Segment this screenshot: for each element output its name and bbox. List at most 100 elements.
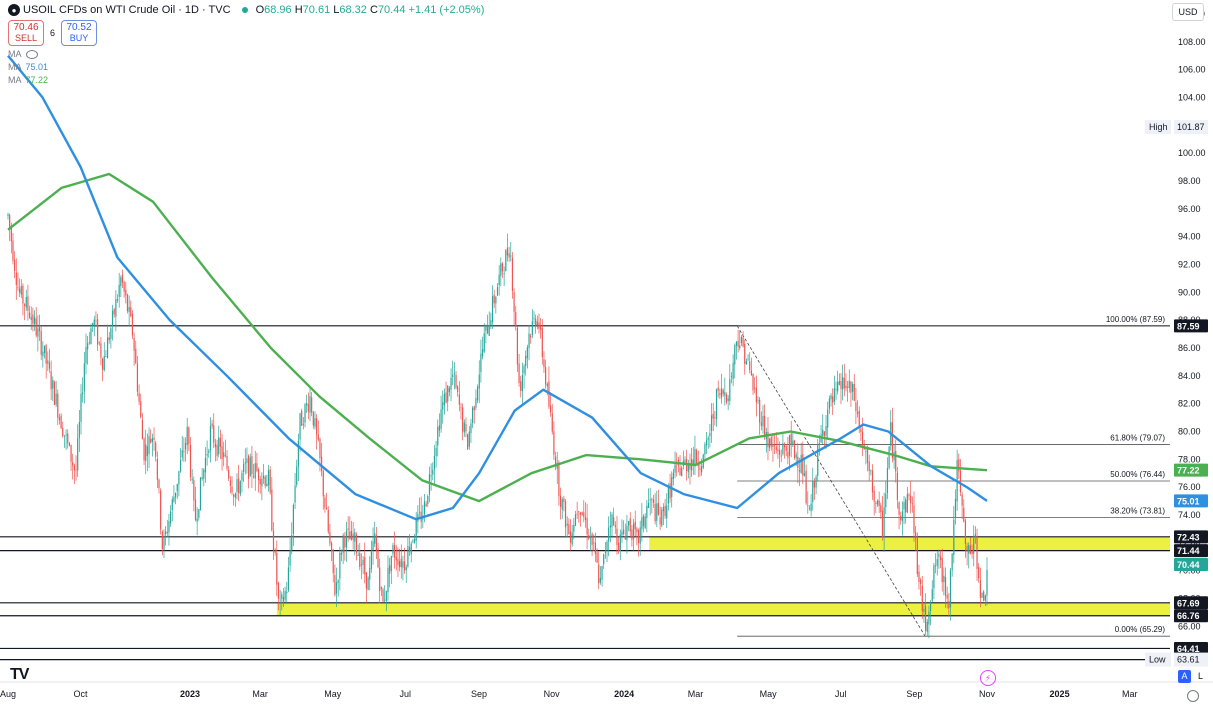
candle-body-340 [571,532,573,545]
lightning-icon[interactable]: ⚡ [980,670,996,686]
candle-body-335 [563,498,565,502]
candle-body-478 [800,455,802,473]
candle-body-253 [427,496,429,505]
candle-body-0 [7,214,9,216]
candle-body-325 [546,383,548,387]
candle-body-492 [823,431,825,436]
candle-body-141 [241,473,243,481]
candle-body-543 [908,494,910,496]
auto-scale-button[interactable]: A [1178,670,1191,683]
candle-body-529 [885,493,887,507]
candle-body-175 [297,440,299,467]
ohlc-values: O68.96 H70.61 L68.32 C70.44 +1.41 (+2.05… [255,4,485,16]
candle-body-380 [637,530,640,544]
tradingview-logo[interactable]: TV [10,666,29,683]
candle-body-392 [657,502,660,515]
candle-body-61 [108,337,110,341]
candle-body-514 [860,428,862,433]
candle-body-304 [511,257,514,291]
eye-icon[interactable] [25,49,38,59]
candle-body-2 [10,226,12,242]
candle-body-416 [697,463,699,467]
candle-body-560 [936,559,938,566]
trade-buttons: 70.46 SELL 6 70.52 BUY [8,20,484,46]
candle-body-202 [342,535,344,553]
candle-body-105 [181,450,183,458]
candle-body-252 [425,503,427,507]
x-tick-label-12: Sep [906,689,922,699]
candle-body-496 [830,395,832,400]
candle-body-186 [316,418,318,435]
candle-body-453 [759,399,761,423]
candle-body-160 [272,530,275,551]
indicator-ma-2[interactable]: MA 75.01 [8,62,49,72]
candle-body-545 [911,503,913,505]
candle-body-153 [261,478,263,487]
candle-body-523 [875,503,877,504]
candle-body-40 [73,465,75,471]
candle-body-393 [659,517,661,525]
candle-body-297 [500,263,502,276]
candle-body-401 [672,472,674,479]
candle-body-512 [856,411,859,414]
candle-body-533 [891,422,894,459]
candle-body-206 [349,531,351,540]
candle-body-562 [939,556,942,560]
candle-body-318 [535,318,537,326]
candle-body-92 [160,490,162,530]
candle-body-161 [274,550,276,553]
candle-body-178 [302,424,304,425]
candle-body-431 [722,389,724,395]
candle-body-199 [337,580,339,583]
candle-body-87 [151,438,153,443]
candle-body-36 [67,433,69,444]
symbol-name[interactable]: USOIL [23,4,57,16]
candle-body-56 [100,343,102,358]
candle-body-503 [842,376,844,390]
candle-body-558 [933,565,935,589]
candle-body-173 [294,485,296,503]
candle-body-303 [510,255,512,257]
extreme-value-1: 63.61 [1177,655,1200,665]
x-tick-label-11: Jul [835,689,847,699]
x-tick-label-0: Aug [0,689,16,699]
y-tick-label-16: 78.00 [1178,454,1201,464]
candle-body-360 [604,551,606,553]
candle-body-451 [755,387,757,403]
settings-icon[interactable] [1187,690,1199,702]
sell-button[interactable]: 70.46 SELL [8,20,44,46]
candle-body-410 [687,464,689,472]
candle-body-209 [354,532,356,542]
candle-body-413 [692,459,694,465]
candle-body-332 [558,462,560,497]
candle-body-132 [226,455,228,469]
candle-body-515 [861,431,864,446]
candle-body-204 [345,530,348,548]
y-tick-label-15: 80.00 [1178,426,1201,436]
candle-body-264 [445,392,447,404]
buy-button[interactable]: 70.52 BUY [61,20,98,46]
candle-body-402 [674,464,676,473]
log-scale-button[interactable]: L [1197,671,1203,681]
candle-body-405 [679,467,681,476]
candle-body-307 [516,327,519,365]
candle-body-196 [332,549,334,574]
candle-body-248 [418,512,421,514]
candle-body-559 [934,565,937,567]
candle-body-586 [979,580,981,598]
candle-body-158 [269,469,271,493]
candle-body-489 [818,443,821,444]
candle-body-217 [367,577,369,590]
indicator-ma-3[interactable]: MA 77.22 [8,75,49,85]
candle-body-10 [23,304,26,306]
candle-body-481 [805,470,807,504]
currency-selector[interactable]: USD [1172,3,1204,21]
candle-body-273 [460,407,462,409]
candle-body-84 [146,446,148,457]
indicator-ma-1[interactable]: MA [8,49,484,59]
candle-body-118 [203,469,205,479]
candle-body-424 [710,415,713,432]
candle-body-339 [569,531,572,543]
